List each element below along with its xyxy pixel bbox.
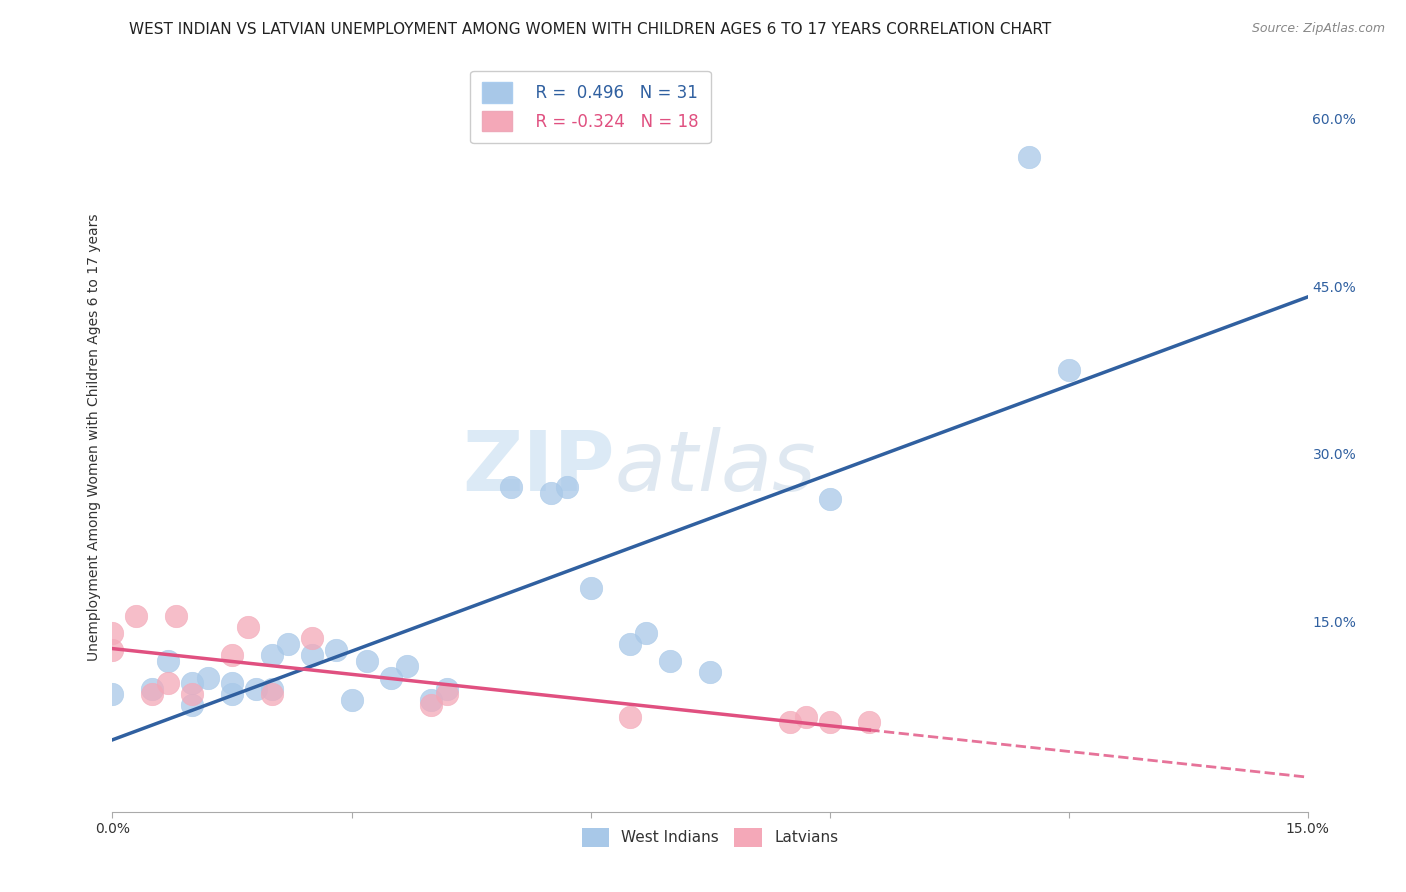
Point <box>301 632 323 646</box>
Point <box>245 681 267 696</box>
Point <box>325 642 347 657</box>
Point <box>301 648 323 662</box>
Point <box>619 709 641 723</box>
Point <box>181 676 204 690</box>
Point <box>221 687 243 701</box>
Point <box>141 687 163 701</box>
Point <box>125 609 148 624</box>
Point <box>101 642 124 657</box>
Point <box>1057 363 1080 377</box>
Point <box>181 687 204 701</box>
Text: atlas: atlas <box>614 426 815 508</box>
Point <box>699 665 721 679</box>
Point <box>101 687 124 701</box>
Point <box>380 671 402 685</box>
Point <box>396 659 419 673</box>
Point <box>540 486 562 500</box>
Point <box>260 681 283 696</box>
Point <box>157 654 180 668</box>
Legend: West Indians, Latvians: West Indians, Latvians <box>575 822 845 853</box>
Text: WEST INDIAN VS LATVIAN UNEMPLOYMENT AMONG WOMEN WITH CHILDREN AGES 6 TO 17 YEARS: WEST INDIAN VS LATVIAN UNEMPLOYMENT AMON… <box>129 22 1052 37</box>
Point <box>356 654 378 668</box>
Point <box>181 698 204 713</box>
Text: Source: ZipAtlas.com: Source: ZipAtlas.com <box>1251 22 1385 36</box>
Y-axis label: Unemployment Among Women with Children Ages 6 to 17 years: Unemployment Among Women with Children A… <box>87 213 101 661</box>
Point <box>277 637 299 651</box>
Point <box>794 709 817 723</box>
Point <box>555 480 578 494</box>
Point <box>779 715 801 730</box>
Point <box>221 676 243 690</box>
Point <box>197 671 219 685</box>
Point <box>1018 151 1040 165</box>
Text: ZIP: ZIP <box>463 426 614 508</box>
Point <box>260 687 283 701</box>
Point <box>436 681 458 696</box>
Point <box>579 581 602 595</box>
Point <box>165 609 187 624</box>
Point <box>340 693 363 707</box>
Point <box>858 715 880 730</box>
Point <box>420 698 443 713</box>
Point <box>260 648 283 662</box>
Point <box>141 681 163 696</box>
Point <box>420 693 443 707</box>
Point <box>818 491 841 506</box>
Point <box>619 637 641 651</box>
Point <box>436 687 458 701</box>
Point <box>157 676 180 690</box>
Point <box>499 480 522 494</box>
Point <box>221 648 243 662</box>
Point <box>636 625 658 640</box>
Point <box>659 654 682 668</box>
Point <box>818 715 841 730</box>
Point <box>101 625 124 640</box>
Point <box>236 620 259 634</box>
